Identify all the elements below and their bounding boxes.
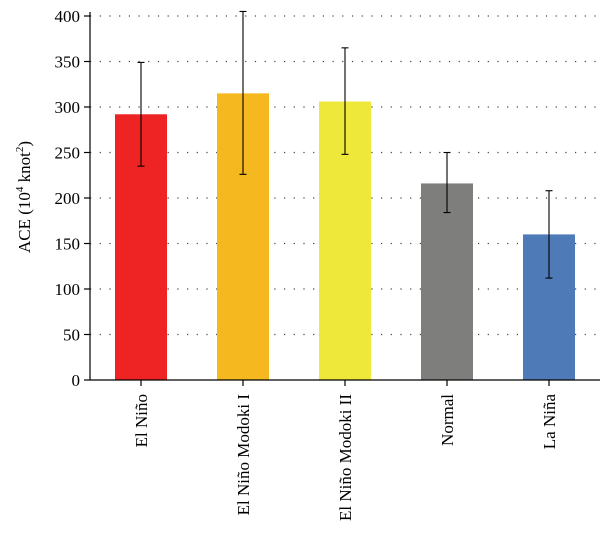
y-tick-label: 50 bbox=[63, 326, 80, 345]
x-axis-labels: El Niño El Niño Modoki I El Niño Modoki II… bbox=[132, 380, 559, 521]
y-tick-label: 200 bbox=[55, 189, 81, 208]
x-category-label: Normal bbox=[438, 394, 457, 446]
y-axis-title-mid: knot bbox=[15, 152, 34, 187]
y-tick-label: 100 bbox=[55, 280, 81, 299]
y-tick-label: 150 bbox=[55, 235, 81, 254]
y-axis-title-main: ACE (10 bbox=[15, 192, 34, 253]
y-axis-title-sup1: 4 bbox=[14, 186, 26, 192]
error-bars bbox=[137, 10, 553, 279]
x-category-label: El Niño bbox=[132, 394, 151, 447]
y-tick-label: 350 bbox=[55, 53, 81, 72]
y-tick-label: 300 bbox=[55, 98, 81, 117]
y-tick-label: 0 bbox=[72, 371, 81, 390]
y-tick-label: 250 bbox=[55, 144, 81, 163]
x-category-label: El Niño Modoki II bbox=[336, 394, 355, 521]
y-axis-ticks: 0 50 100 150 200 250 300 350 400 bbox=[55, 7, 90, 390]
y-axis-title-end: ) bbox=[15, 141, 34, 147]
x-category-label: El Niño Modoki I bbox=[234, 394, 253, 516]
bars bbox=[115, 93, 575, 380]
y-axis-title: ACE (104 knot2) bbox=[14, 141, 34, 253]
y-tick-label: 400 bbox=[55, 7, 81, 26]
bar bbox=[421, 183, 473, 380]
y-axis-title-sup2: 2 bbox=[14, 147, 26, 153]
x-category-label: La Niña bbox=[540, 394, 559, 450]
